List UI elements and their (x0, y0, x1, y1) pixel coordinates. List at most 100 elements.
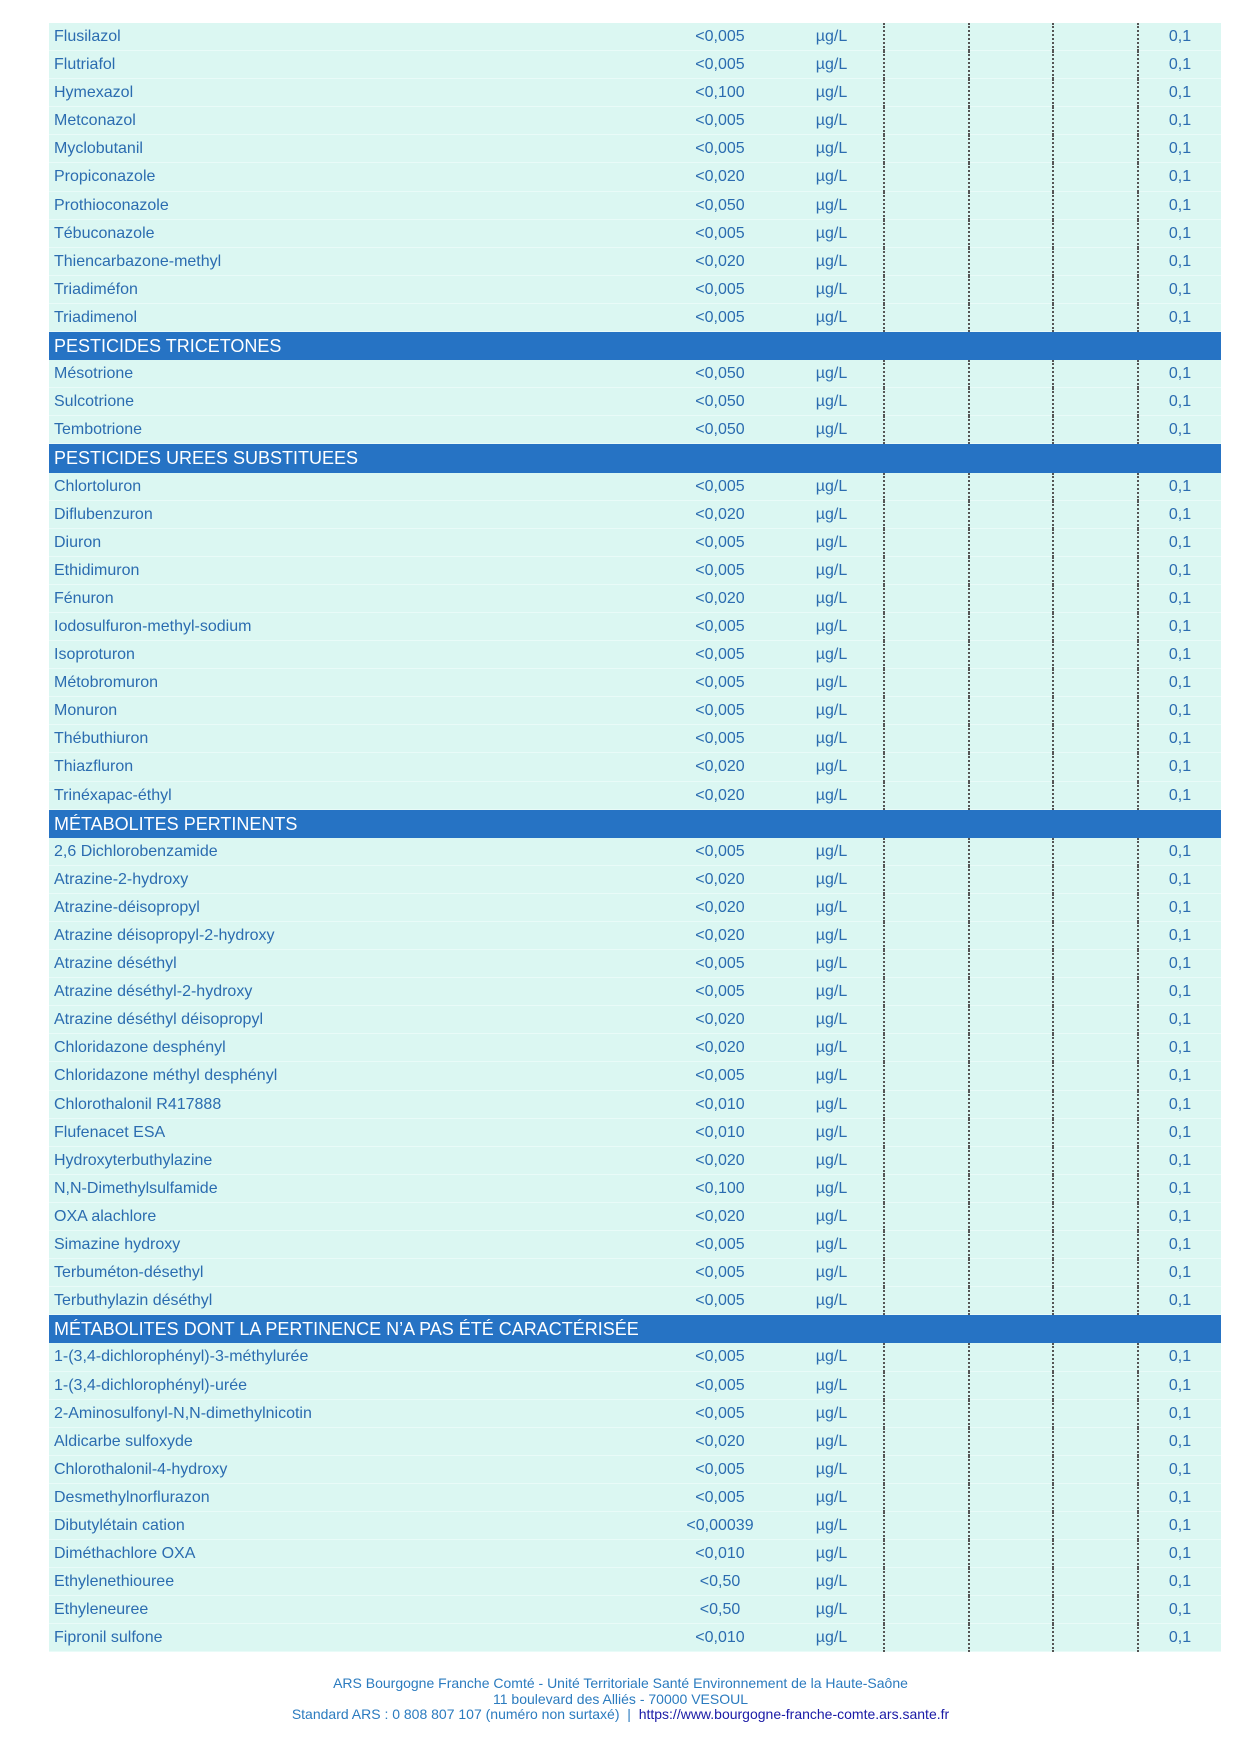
parameter-name: Myclobutanil (54, 140, 143, 158)
section-header: MÉTABOLITES DONT LA PERTINENCE N’A PAS É… (49, 1315, 1221, 1344)
quality-limit: 0,1 (1137, 697, 1221, 726)
result-value: <0,005 (695, 112, 745, 130)
parameter-name: Chlorothalonil-4-hydroxy (54, 1460, 228, 1478)
empty-cell (1052, 1568, 1137, 1597)
empty-cell (968, 191, 1052, 220)
empty-cell (1052, 219, 1137, 248)
empty-cell (883, 1343, 968, 1372)
parameter-name: Propiconazole (54, 168, 156, 186)
empty-cell (1052, 725, 1137, 754)
empty-cell (883, 1118, 968, 1147)
result-value: <0,020 (695, 1207, 745, 1225)
empty-cell (1052, 893, 1137, 922)
unit: µg/L (815, 140, 848, 158)
unit: µg/L (815, 786, 848, 804)
footer-website-link[interactable]: https://www.bourgogne-franche-comte.ars.… (638, 1706, 950, 1722)
result-value: <0,010 (695, 1123, 745, 1141)
parameter-name: Trinéxapac-éthyl (54, 786, 172, 804)
table-row: Chloridazone desphényl <0,020 µg/L 0,1 (49, 1034, 1221, 1063)
empty-cell (883, 865, 968, 894)
parameter-name: 1-(3,4-dichlorophényl)-urée (54, 1376, 247, 1394)
empty-cell (1052, 1062, 1137, 1091)
unit: µg/L (815, 870, 848, 888)
result-value: <0,050 (695, 196, 745, 214)
empty-cell (883, 1568, 968, 1597)
quality-limit: 0,1 (1137, 978, 1221, 1007)
empty-cell (1052, 669, 1137, 698)
empty-cell (883, 1483, 968, 1512)
result-value: <0,005 (695, 224, 745, 242)
empty-cell (968, 753, 1052, 782)
empty-cell (1052, 1287, 1137, 1316)
empty-cell (883, 1062, 968, 1091)
empty-cell (1052, 1090, 1137, 1119)
result-value: <0,100 (695, 1179, 745, 1197)
unit: µg/L (815, 842, 848, 860)
empty-cell (968, 416, 1052, 445)
empty-cell (968, 584, 1052, 613)
quality-limit: 0,1 (1137, 107, 1221, 136)
table-row: Fipronil sulfone <0,010 µg/L 0,1 (49, 1624, 1221, 1653)
unit: µg/L (815, 56, 848, 74)
empty-cell (883, 388, 968, 417)
empty-cell (968, 1259, 1052, 1288)
empty-cell (1052, 865, 1137, 894)
table-row: 1-(3,4-dichlorophényl)-urée <0,005 µg/L 0,1 (49, 1371, 1221, 1400)
table-row: Atrazine-déisopropyl <0,020 µg/L 0,1 (49, 893, 1221, 922)
empty-cell (883, 753, 968, 782)
empty-cell (1052, 950, 1137, 979)
empty-cell (968, 1062, 1052, 1091)
result-value: <0,050 (695, 365, 745, 383)
empty-cell (1052, 1006, 1137, 1035)
parameter-name: Terbuthylazin déséthyl (54, 1292, 213, 1310)
result-value: <0,020 (695, 927, 745, 944)
unit: µg/L (815, 1011, 848, 1029)
unit: µg/L (815, 196, 848, 214)
table-row: N,N-Dimethylsulfamide <0,100 µg/L 0,1 (49, 1174, 1221, 1203)
quality-limit: 0,1 (1137, 1371, 1221, 1400)
parameter-name: Atrazine-2-hydroxy (54, 870, 189, 888)
empty-cell (1052, 922, 1137, 951)
result-value: <0,005 (695, 561, 745, 579)
result-value: <0,020 (695, 1039, 745, 1057)
empty-cell (1052, 1540, 1137, 1569)
unit: µg/L (815, 1292, 848, 1310)
empty-cell (883, 303, 968, 333)
empty-cell (883, 107, 968, 136)
unit: µg/L (815, 308, 848, 326)
table-row: Atrazine déséthyl déisopropyl <0,020 µg/L 0… (49, 1006, 1221, 1035)
quality-limit: 0,1 (1137, 1343, 1221, 1372)
parameter-name: Sulcotrione (54, 393, 135, 411)
table-row: Triadiméfon <0,005 µg/L 0,1 (49, 275, 1221, 304)
parameter-name: Diméthachlore OXA (54, 1545, 196, 1563)
unit: µg/L (815, 505, 848, 523)
unit: µg/L (815, 1039, 848, 1057)
table-row: Ethylenethiouree <0,50 µg/L 0,1 (49, 1568, 1221, 1597)
quality-limit: 0,1 (1137, 753, 1221, 782)
quality-limit: 0,1 (1137, 641, 1221, 670)
unit: µg/L (815, 1264, 848, 1282)
quality-limit: 0,1 (1137, 950, 1221, 979)
quality-limit: 0,1 (1137, 781, 1221, 810)
result-value: <0,005 (695, 308, 745, 326)
empty-cell (968, 1624, 1052, 1653)
empty-cell (1052, 1624, 1137, 1653)
empty-cell (883, 360, 968, 389)
empty-cell (883, 500, 968, 529)
result-value: <0,020 (695, 505, 745, 523)
empty-cell (1052, 1343, 1137, 1372)
unit: µg/L (815, 421, 848, 439)
empty-cell (968, 472, 1052, 501)
parameter-name: Dibutylétain cation (54, 1516, 185, 1534)
empty-cell (1052, 1174, 1137, 1203)
empty-cell (883, 1427, 968, 1456)
unit: µg/L (815, 1095, 848, 1113)
parameter-name: Simazine hydroxy (54, 1236, 181, 1254)
result-value: <0,005 (695, 1236, 745, 1254)
quality-limit: 0,1 (1137, 191, 1221, 220)
quality-limit: 0,1 (1137, 922, 1221, 951)
quality-limit: 0,1 (1137, 893, 1221, 922)
table-row: Thébuthiuron <0,005 µg/L 0,1 (49, 725, 1221, 754)
empty-cell (1052, 388, 1137, 417)
empty-cell (968, 1399, 1052, 1428)
